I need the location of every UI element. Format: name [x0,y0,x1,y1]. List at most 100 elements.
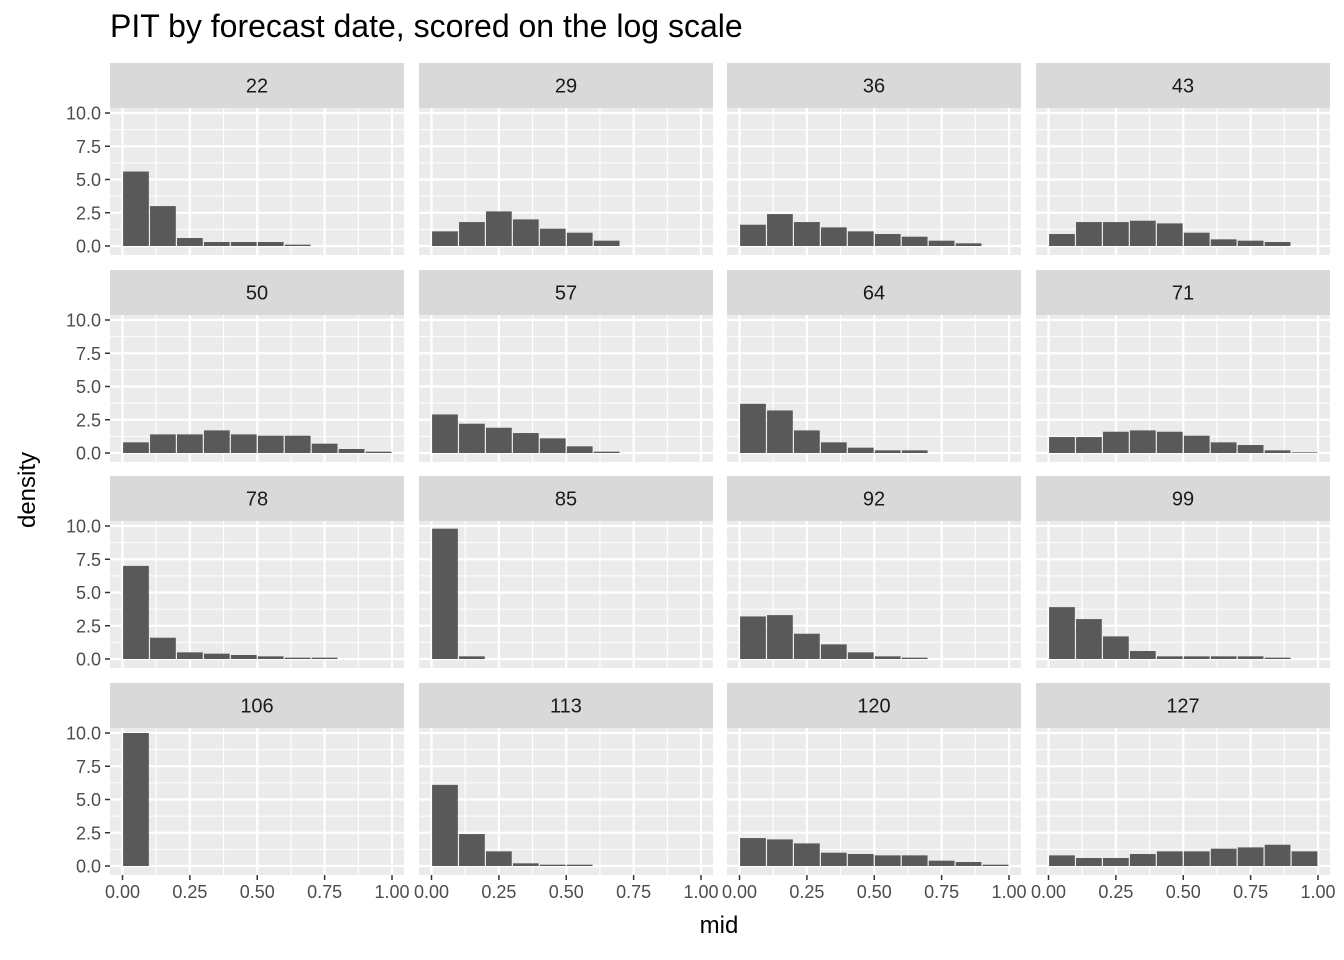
y-tick-label: 10.0 [66,104,101,124]
facet-strip-label: 120 [857,696,890,718]
histogram-bar [432,528,458,659]
histogram-bar [338,449,365,453]
x-tick-label: 0.25 [481,882,516,902]
histogram-bar [203,653,230,659]
y-tick-label: 2.5 [76,410,101,430]
histogram-bar [512,863,539,866]
histogram-bar [311,443,338,453]
histogram-bar [1103,636,1129,659]
histogram-bar [593,240,620,246]
y-tick-label: 7.5 [76,550,101,570]
histogram-bar [740,224,766,246]
histogram-bar [1156,431,1183,453]
y-tick-label: 10.0 [66,517,101,537]
histogram-bar [955,862,982,866]
histogram-bar [1129,854,1156,866]
histogram-bar [767,214,793,246]
histogram-bar [1237,240,1264,246]
histogram-bar [1264,450,1291,453]
chart-title: PIT by forecast date, scored on the log … [110,8,743,44]
histogram-bar [874,656,901,659]
histogram-bar [1156,851,1183,866]
histogram-bar [901,855,928,866]
y-tick-label: 0.0 [76,237,101,257]
y-tick-label: 10.0 [66,311,101,331]
histogram-bar [1264,242,1291,246]
facet-strip-label: 50 [246,283,268,305]
histogram-bar [955,243,982,246]
histogram-bar [740,616,766,659]
facet-strip [419,270,713,315]
histogram-bar [486,851,512,866]
facet-strip [419,63,713,108]
histogram-bar [512,433,539,453]
histogram-bar [150,637,176,659]
histogram-bar [820,442,847,453]
histogram-bar [459,834,485,866]
facet-strip-label: 43 [1172,76,1194,98]
histogram-bar [257,656,284,659]
histogram-bar [1103,858,1129,866]
histogram-bar [1076,858,1102,866]
histogram-bar [1210,239,1237,246]
facet-strip [1036,476,1330,521]
histogram-bar [230,242,257,246]
histogram-bar [847,652,874,659]
x-tick-label: 0.25 [789,882,824,902]
histogram-bar [982,864,1009,866]
facet-strip-label: 64 [863,283,885,305]
y-tick-label: 10.0 [66,724,101,744]
histogram-bar [1049,607,1075,659]
facet-strip-label: 78 [246,489,268,511]
histogram-bar [1264,844,1291,866]
histogram-bar [1210,848,1237,866]
facet-strip [727,63,1021,108]
x-tick-label: 1.00 [683,882,718,902]
histogram-bar [820,227,847,246]
histogram-bar [566,446,593,453]
histogram-bar [1264,657,1291,659]
histogram-bar [928,860,955,866]
histogram-bar [566,232,593,246]
histogram-bar [1237,847,1264,866]
y-axis-label: density [14,451,41,529]
histogram-bar [566,864,593,866]
facet-strip [727,683,1021,728]
histogram-bar [1183,435,1210,453]
histogram-bar [1129,651,1156,659]
y-tick-label: 2.5 [76,203,101,223]
histogram-bar [1210,442,1237,453]
histogram-bar [432,414,458,453]
facet-strip [419,683,713,728]
x-axis-label: mid [699,912,739,939]
histogram-bar [512,219,539,246]
x-tick-label: 0.50 [549,882,584,902]
histogram-bar [767,839,793,866]
histogram-bar [847,447,874,453]
y-tick-label: 5.0 [76,790,101,810]
histogram-bar [794,430,820,453]
histogram-bar [177,652,203,659]
facet-strip-label: 99 [1172,489,1194,511]
histogram-bar [284,244,311,246]
histogram-bar [1183,656,1210,659]
histogram-bar [794,633,820,659]
histogram-bar [1049,855,1075,866]
histogram-bar [257,435,284,453]
histogram-bar [203,242,230,246]
facet-strip-label: 36 [863,76,885,98]
y-tick-label: 2.5 [76,823,101,843]
histogram-bar [284,657,311,659]
histogram-bar [459,656,485,659]
histogram-bar [1049,234,1075,246]
histogram-bar [874,450,901,453]
histogram-bar [593,451,620,453]
histogram-bar [1210,656,1237,659]
histogram-bar [1237,445,1264,453]
facet-strip [110,476,404,521]
facet-strip [727,270,1021,315]
histogram-bar [539,228,566,246]
y-tick-label: 5.0 [76,377,101,397]
facet-strip-label: 29 [555,76,577,98]
